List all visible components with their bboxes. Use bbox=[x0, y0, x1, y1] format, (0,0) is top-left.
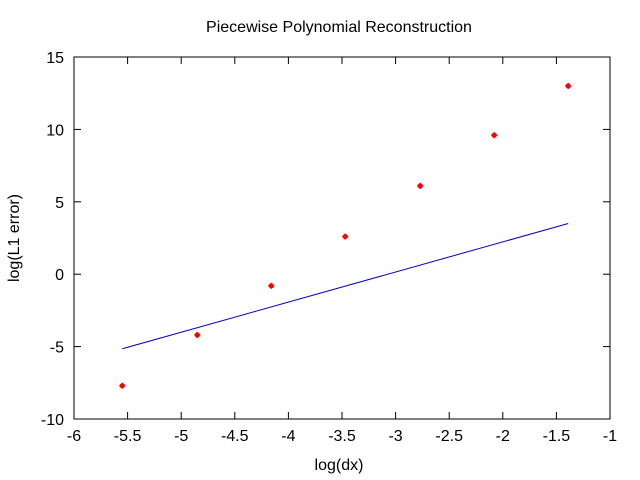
data-point-2 bbox=[268, 282, 275, 289]
y-tick-label-3: 5 bbox=[55, 195, 64, 212]
x-tick-label-5: -3.5 bbox=[328, 428, 356, 445]
y-tick-label-5: 15 bbox=[46, 50, 64, 67]
x-tick-label-8: -2 bbox=[496, 428, 510, 445]
fit-line bbox=[122, 223, 569, 350]
x-tick-label-3: -4.5 bbox=[221, 428, 249, 445]
data-point-1 bbox=[194, 332, 201, 339]
x-tick-label-0: -6 bbox=[67, 428, 81, 445]
data-point-5 bbox=[491, 132, 498, 139]
x-tick-label-4: -4 bbox=[281, 428, 295, 445]
axis-ticks bbox=[73, 56, 611, 420]
data-point-6 bbox=[565, 82, 572, 89]
data-series bbox=[119, 82, 572, 389]
y-tick-label-1: -5 bbox=[50, 340, 64, 357]
x-tick-label-9: -1.5 bbox=[543, 428, 571, 445]
data-point-3 bbox=[342, 233, 349, 240]
axis-tick-labels: -6 -5.5 -5 -4.5 -4 -3.5 -3 -2.5 -2 -1.5 -1 -10 -5 0 5 1… bbox=[41, 50, 617, 445]
data-point-4 bbox=[417, 182, 424, 189]
chart-title: Piecewise Polynomial Reconstruction bbox=[206, 19, 472, 36]
y-tick-label-2: 0 bbox=[55, 267, 64, 284]
x-tick-label-10: -1 bbox=[603, 428, 617, 445]
y-axis-label: log(L1 error) bbox=[6, 194, 23, 282]
x-axis-label: log(dx) bbox=[315, 457, 364, 474]
x-tick-label-6: -3 bbox=[388, 428, 402, 445]
plot-frame bbox=[73, 56, 611, 420]
x-tick-label-2: -5 bbox=[174, 428, 188, 445]
x-tick-label-1: -5.5 bbox=[114, 428, 142, 445]
x-tick-label-7: -2.5 bbox=[435, 428, 463, 445]
data-point-0 bbox=[119, 382, 126, 389]
y-tick-label-0: -10 bbox=[41, 412, 64, 429]
y-tick-label-4: 10 bbox=[46, 122, 64, 139]
